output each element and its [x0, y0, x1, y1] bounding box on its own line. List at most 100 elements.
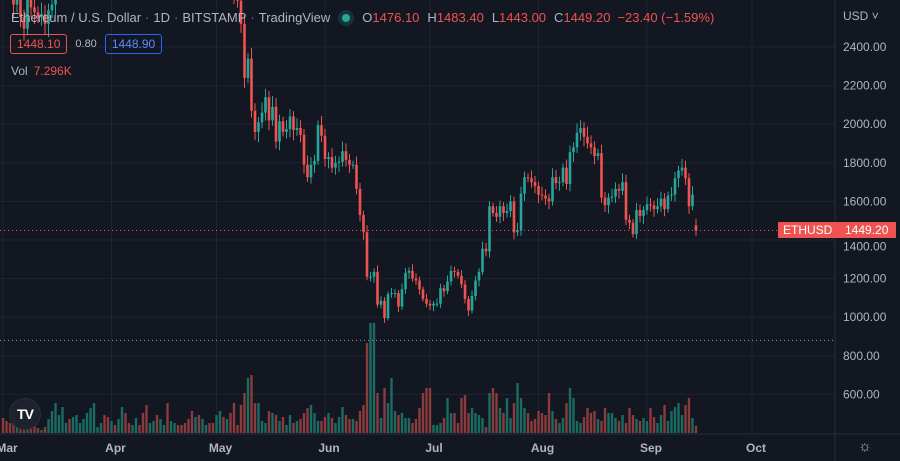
buy-button[interactable]: 1448.90 — [104, 34, 163, 54]
candle-body — [390, 293, 393, 295]
candle-body — [505, 211, 509, 213]
candle-body — [495, 212, 498, 217]
volume-bar — [281, 417, 285, 433]
price-tick-label: 1400.00 — [843, 240, 887, 254]
candle-body — [439, 288, 442, 304]
candle-body — [460, 275, 463, 285]
candle-body — [33, 7, 36, 13]
candle-body — [43, 14, 47, 24]
volume-bar — [572, 398, 575, 433]
candle-body — [260, 112, 264, 123]
volume-bar — [631, 415, 635, 433]
candle-body — [316, 125, 320, 161]
volume-bar — [348, 419, 351, 433]
volume-bar — [687, 398, 691, 433]
candle-body — [421, 289, 425, 299]
volume-bar — [523, 408, 526, 433]
volume-bar — [222, 417, 225, 433]
candle-body — [323, 135, 327, 159]
time-axis[interactable]: Mar Apr May Jun Jul Aug Sep Oct — [0, 441, 766, 455]
volume-bar — [603, 408, 607, 433]
candle-body — [687, 178, 691, 207]
volume-bar — [124, 413, 127, 433]
interval[interactable]: 1D — [153, 10, 171, 25]
candle-body — [617, 188, 621, 191]
candle-body — [628, 219, 631, 223]
settings-gear-icon[interactable]: ☼ — [858, 438, 872, 455]
price-tick-label: 800.00 — [843, 349, 880, 363]
volume-bar — [208, 423, 211, 433]
volume-bar — [421, 393, 425, 433]
market-open-status-icon[interactable] — [342, 13, 351, 22]
candle-body — [621, 182, 624, 191]
volume-bar — [313, 413, 316, 433]
candle-body — [393, 293, 397, 295]
volume-bar — [498, 408, 502, 433]
volume-bar — [78, 423, 82, 433]
volume-bar — [691, 418, 694, 433]
volume-bar — [680, 415, 684, 433]
sell-button[interactable]: 1448.10 — [10, 34, 68, 54]
candle-body — [530, 178, 533, 183]
currency-selector[interactable]: USD ˅ — [843, 9, 879, 23]
volume-bar — [64, 423, 68, 433]
volume-bar — [365, 343, 369, 433]
volume-bar — [638, 421, 642, 433]
candle-body — [666, 195, 670, 210]
candle-body — [523, 177, 526, 194]
price-axis[interactable]: 2400.00 2200.00 2000.00 1800.00 1600.00 1400.… — [843, 40, 887, 401]
candle-body — [540, 194, 544, 196]
candle-body — [40, 14, 43, 18]
candle-body — [344, 151, 348, 160]
volume-bar — [36, 428, 40, 433]
volume-bar — [50, 411, 54, 433]
volume-bar — [414, 419, 418, 433]
volume-bar — [316, 421, 320, 433]
volume-bar — [320, 421, 323, 433]
volume-bar — [684, 405, 687, 433]
volume-bar — [253, 403, 257, 433]
candle-body — [607, 197, 610, 206]
volume-legend: Vol 7.296K — [11, 64, 72, 78]
volume-bar — [456, 423, 460, 433]
candle-body — [320, 125, 323, 136]
candle-body — [670, 194, 673, 196]
volume-bar — [624, 423, 628, 433]
volume-bar — [134, 418, 138, 433]
candle-body — [547, 198, 551, 202]
candle-body — [337, 161, 341, 163]
volume-bar — [250, 375, 253, 433]
price-tick-label: 600.00 — [843, 387, 880, 401]
candle-body — [355, 164, 358, 189]
candle-body — [404, 272, 407, 290]
volume-bar — [341, 407, 344, 433]
candle-body — [29, 0, 33, 8]
volume-bar — [495, 393, 498, 433]
volume-bar — [99, 423, 103, 433]
candle-body — [267, 97, 271, 121]
price-tick-label: 2400.00 — [843, 40, 887, 54]
volume-bar — [383, 388, 386, 433]
symbol-title[interactable]: Ethereum / U.S. Dollar — [11, 10, 142, 25]
volume-bar — [257, 403, 260, 433]
volume-bar — [397, 415, 400, 433]
tradingview-logo[interactable]: TV — [9, 398, 41, 430]
low-label: L — [491, 10, 500, 25]
volume-bar — [57, 415, 61, 433]
volume-bar — [547, 393, 551, 433]
volume-bar — [138, 425, 141, 433]
volume-bar — [166, 403, 169, 433]
volume-bar — [190, 411, 194, 433]
volume-bar — [327, 413, 330, 433]
volume-bar — [29, 425, 33, 433]
candle-body — [610, 196, 614, 198]
volume-bar — [215, 415, 218, 433]
volume-bar — [295, 421, 299, 433]
volume-bar — [418, 408, 421, 433]
candle-body — [600, 153, 603, 198]
candle-body — [341, 151, 344, 162]
separator: · — [145, 10, 150, 25]
candle-body — [253, 110, 257, 132]
candle-body — [565, 167, 568, 185]
